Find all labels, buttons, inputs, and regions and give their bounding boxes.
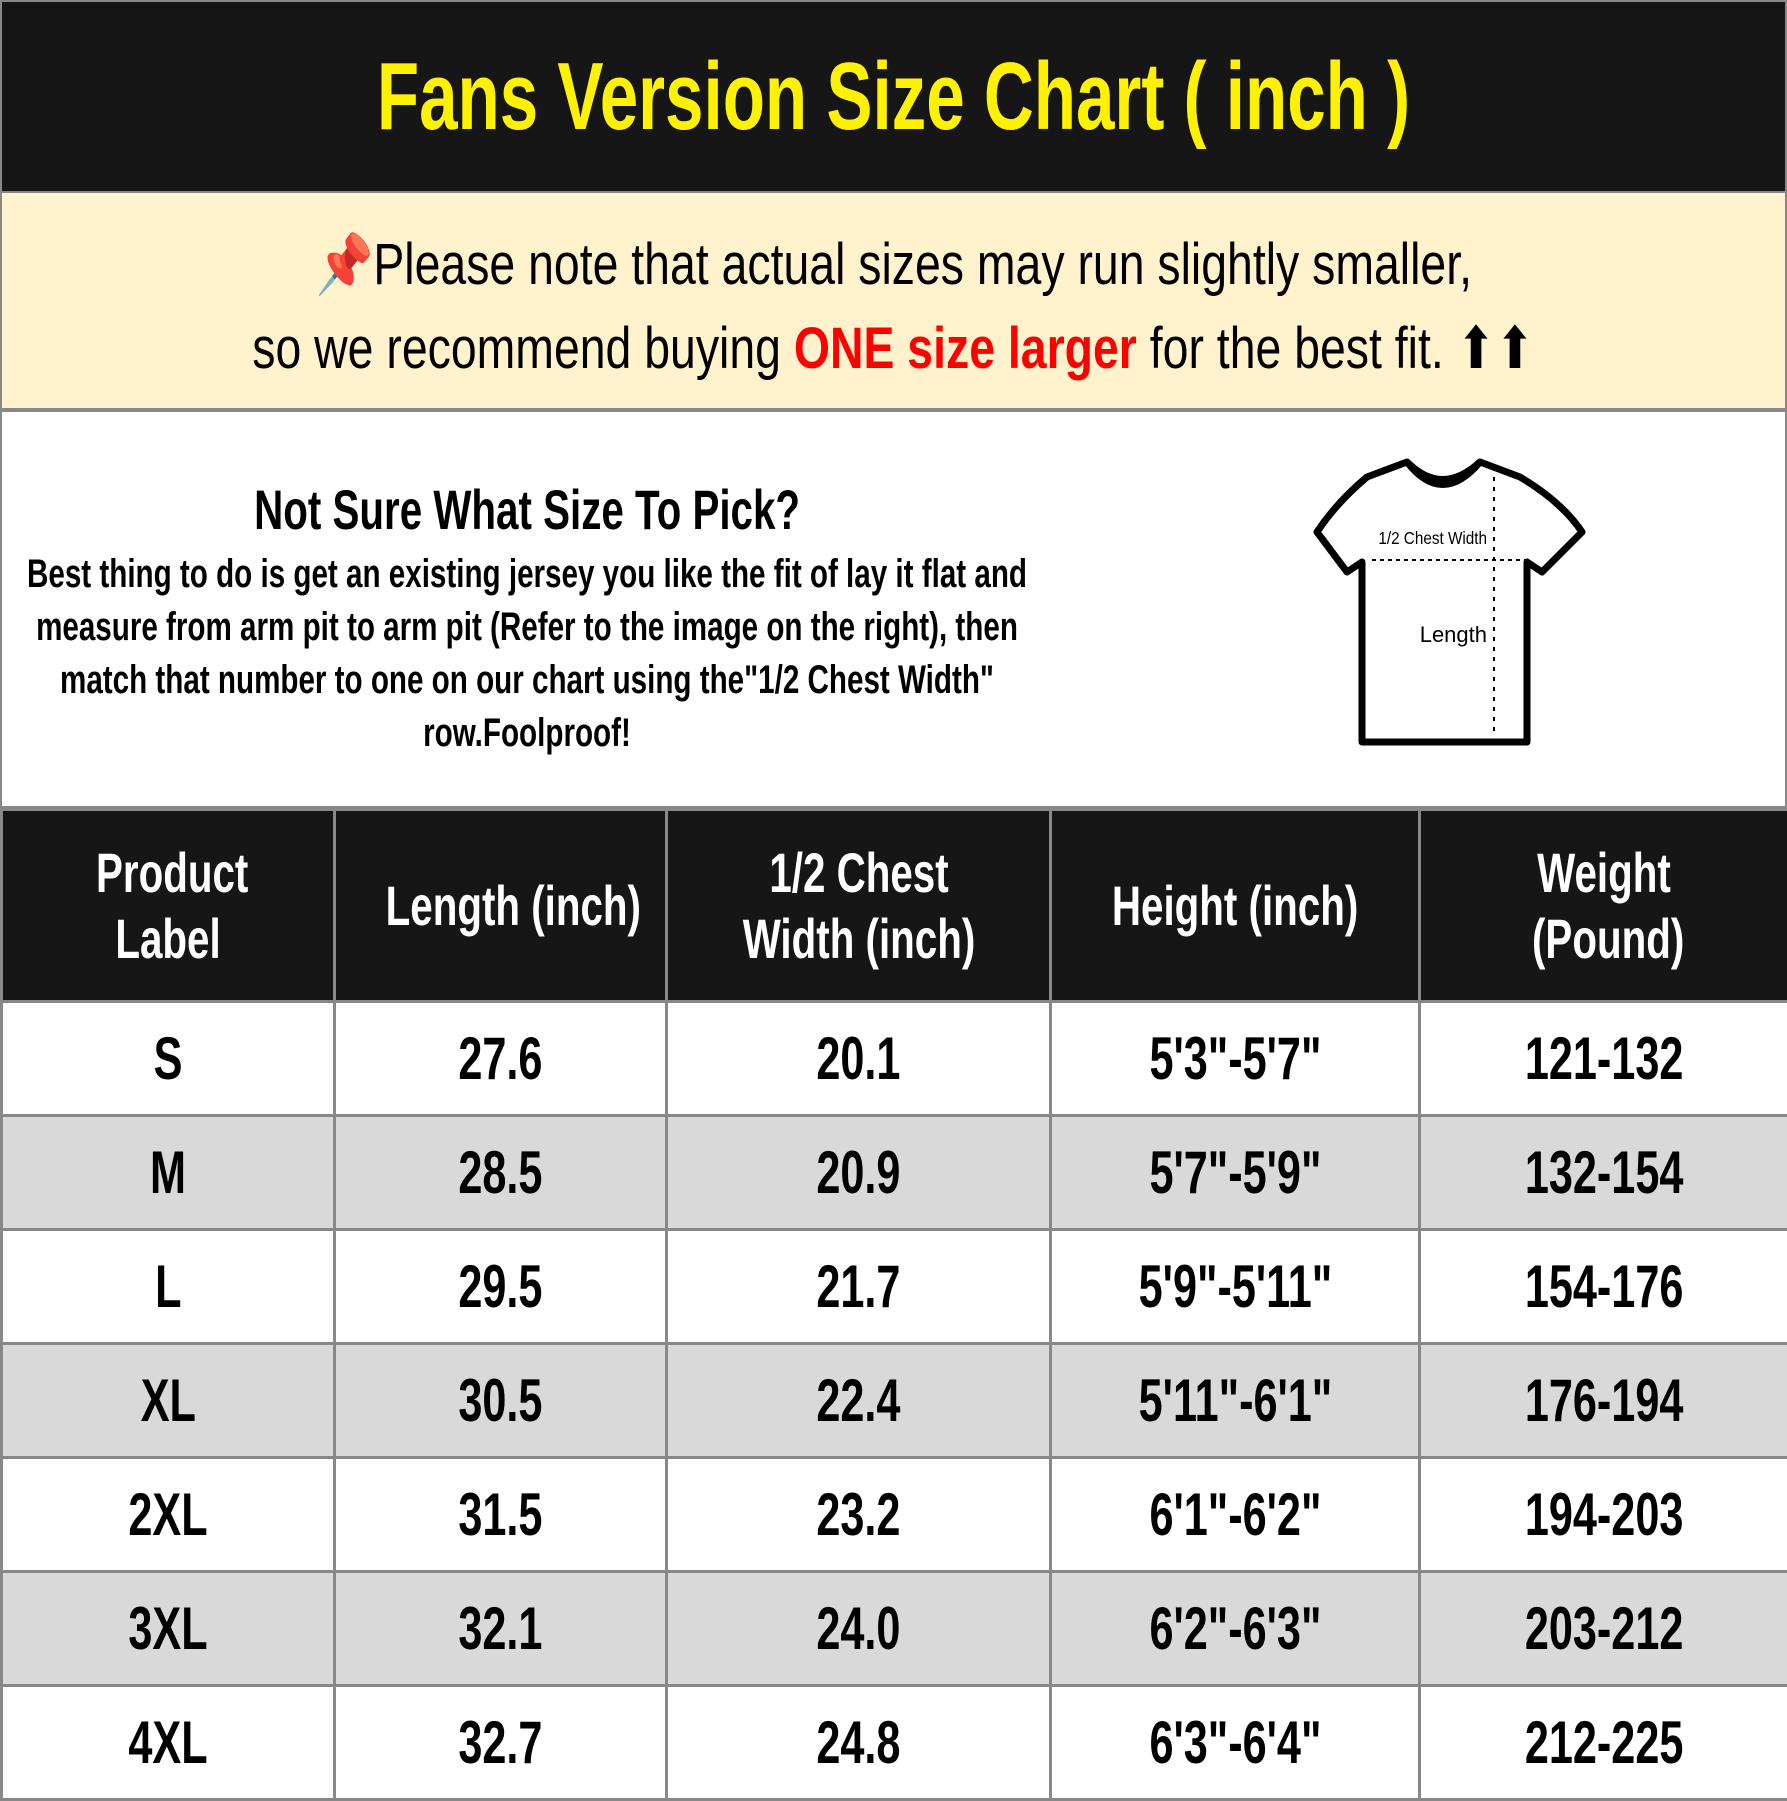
table-cell: 5'11"-6'1" [1051,1344,1420,1458]
header-product-label: Product Label [2,810,335,1002]
table-cell: 6'3"-6'4" [1051,1686,1420,1800]
table-cell: 5'3"-5'7" [1051,1002,1420,1116]
table-cell: 6'2"-6'3" [1051,1572,1420,1686]
table-cell: 28.5 [335,1116,667,1230]
table-cell: 20.1 [667,1002,1051,1116]
table-cell: 27.6 [335,1002,667,1116]
table-cell: 194-203 [1420,1458,1787,1572]
table-cell: 32.1 [335,1572,667,1686]
table-cell: 32.7 [335,1686,667,1800]
table-cell: 20.9 [667,1116,1051,1230]
table-cell: 24.8 [667,1686,1051,1800]
table-cell: S [2,1002,335,1116]
table-cell: 176-194 [1420,1344,1787,1458]
table-cell: 3XL [2,1572,335,1686]
diagram-length-label: Length [1420,622,1487,647]
tshirt-diagram-icon: 1/2 Chest Width Length [1312,452,1592,752]
note-highlight: ONE size larger [794,316,1137,381]
header-weight: Weight (Pound) [1420,810,1787,1002]
pushpin-icon: 📌 [315,232,373,297]
help-body: Best thing to do is get an existing jers… [9,548,1045,760]
table-cell: 29.5 [335,1230,667,1344]
header-chest-width: 1/2 Chest Width (inch) [667,810,1051,1002]
table-cell: 5'9"-5'11" [1051,1230,1420,1344]
table-cell: 132-154 [1420,1116,1787,1230]
note-line-2-start: so we recommend buying [252,316,794,381]
page-title: Fans Version Size Chart ( inch ) [377,42,1410,152]
header-length: Length (inch) [335,810,667,1002]
table-cell: M [2,1116,335,1230]
table-cell: 4XL [2,1686,335,1800]
help-heading: Not Sure What Size To Pick? [254,472,800,548]
table-cell: 23.2 [667,1458,1051,1572]
table-cell: XL [2,1344,335,1458]
table-cell: 30.5 [335,1344,667,1458]
note-line-1: Please note that actual sizes may run sl… [373,232,1472,297]
table-cell: 22.4 [667,1344,1051,1458]
table-cell: 154-176 [1420,1230,1787,1344]
table-cell: 6'1"-6'2" [1051,1458,1420,1572]
note-line-2-end: for the best fit. [1137,316,1457,381]
size-help-section: Not Sure What Size To Pick? Best thing t… [0,410,1787,808]
table-cell: 2XL [2,1458,335,1572]
table-cell: 203-212 [1420,1572,1787,1686]
note-banner: 📌Please note that actual sizes may run s… [0,193,1787,410]
table-cell: 5'7"-5'9" [1051,1116,1420,1230]
size-table: Product Label Length (inch) 1/2 Chest Wi… [0,808,1787,1801]
header-height: Height (inch) [1051,810,1420,1002]
table-cell: 212-225 [1420,1686,1787,1800]
title-bar: Fans Version Size Chart ( inch ) [0,0,1787,193]
table-cell: L [2,1230,335,1344]
table-cell: 21.7 [667,1230,1051,1344]
table-header-row: Product Label Length (inch) 1/2 Chest Wi… [2,810,1787,1002]
diagram-chest-label: 1/2 Chest Width [1378,528,1487,548]
table-cell: 24.0 [667,1572,1051,1686]
up-arrows-icon: ⬆⬆ [1457,316,1535,381]
table-cell: 31.5 [335,1458,667,1572]
table-cell: 121-132 [1420,1002,1787,1116]
